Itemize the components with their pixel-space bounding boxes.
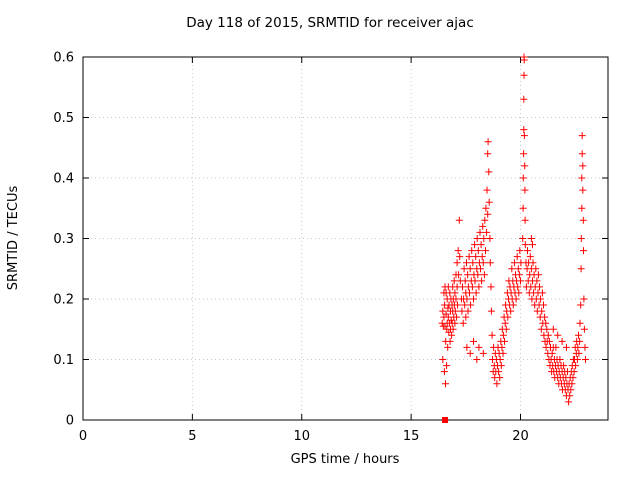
- scatter-points: [438, 53, 589, 406]
- grid-lines: [83, 57, 608, 420]
- square-marker: [442, 417, 449, 423]
- x-tick-label: 0: [79, 429, 87, 444]
- y-tick-label: 0.4: [53, 172, 74, 187]
- axis-ticks: [82, 56, 608, 421]
- y-tick-label: 0.2: [53, 293, 74, 308]
- chart-title: Day 118 of 2015, SRMTID for receiver aja…: [186, 15, 474, 31]
- y-tick-label: 0.5: [53, 111, 74, 126]
- y-tick-label: 0.3: [53, 232, 74, 247]
- x-axis-label: GPS time / hours: [291, 452, 400, 467]
- y-tick-label: 0.6: [53, 51, 74, 66]
- y-tick-label: 0.1: [53, 353, 74, 368]
- x-tick-label: 5: [188, 429, 196, 444]
- x-tick-label: 15: [403, 429, 420, 444]
- data-point-layer: [438, 53, 589, 423]
- y-axis-label: SRMTID / TECUs: [6, 186, 21, 291]
- tick-labels: 0 5 10 15 20 0 0.1 0.2 0.3 0.4 0.5 0.6: [53, 51, 528, 445]
- x-tick-label: 10: [293, 429, 310, 444]
- y-tick-label: 0: [66, 414, 74, 429]
- x-tick-label: 20: [512, 429, 529, 444]
